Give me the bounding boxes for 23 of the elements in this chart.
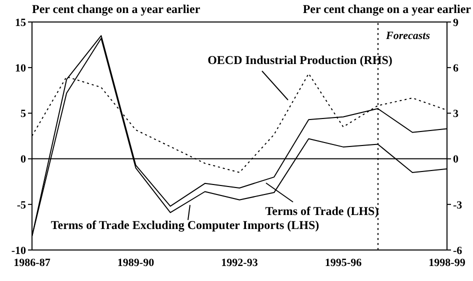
y-tick-label: -5 [16,199,26,212]
y2-tick-label: -3 [453,199,463,212]
x-tick-label: 1989-90 [117,256,155,269]
y2-tick-label: 9 [453,16,459,29]
y-tick-label: 10 [15,62,26,75]
y-tick-label: 15 [15,16,26,29]
annotation: Forecasts [385,30,430,42]
legend-label: Terms of Trade Excluding Computer Imports (LHS) [50,218,320,232]
y2-axis-title: Per cent change on a year earlier [302,2,472,16]
y-tick-label: 5 [20,108,26,120]
y-tick-label: -10 [11,244,26,257]
y2-tick-label: -6 [453,244,463,257]
y-axis-title: Per cent change on a year earlier [32,2,201,16]
x-tick-label: 1998-99 [428,256,466,269]
y2-tick-label: 0 [453,154,459,166]
y-tick-label: 0 [20,154,26,166]
legend-label: Terms of Trade (LHS) [265,204,379,218]
series-label: OECD Industrial Production (RHS) [208,53,392,67]
x-tick-label: 1986-87 [14,256,51,269]
x-tick-label: 1992-93 [221,256,258,269]
x-tick-label: 1995-96 [324,256,362,269]
y2-tick-label: 3 [453,108,459,120]
y2-tick-label: 6 [453,62,459,75]
